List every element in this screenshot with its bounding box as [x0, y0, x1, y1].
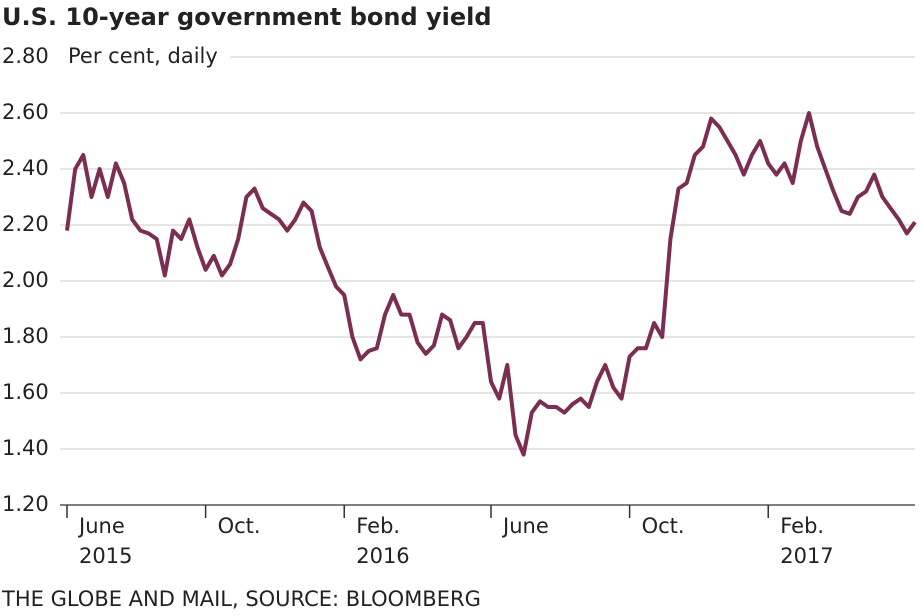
y-tick-label: 1.20 [2, 492, 49, 516]
x-tick-year: 2015 [79, 544, 132, 568]
y-tick-label: 1.80 [2, 324, 49, 348]
y-tick-label: 2.80 [2, 44, 49, 68]
chart-title: U.S. 10-year government bond yield [2, 3, 492, 31]
y-axis-label: Per cent, daily [68, 44, 218, 68]
y-tick-label: 2.60 [2, 100, 49, 124]
series-line [65, 111, 917, 457]
x-tick-label: June [77, 514, 125, 538]
x-tick-year: 2016 [356, 544, 409, 568]
x-tick-label: Oct. [218, 514, 261, 538]
x-tick-label: Oct. [642, 514, 685, 538]
x-tick-year: 2017 [780, 544, 833, 568]
source: THE GLOBE AND MAIL, SOURCE: BLOOMBERG [1, 587, 481, 611]
x-tick-label: Feb. [356, 514, 400, 538]
y-tick-label: 2.00 [2, 268, 49, 292]
y-tick-label: 2.40 [2, 156, 49, 180]
y-tick-label: 2.20 [2, 212, 49, 236]
y-tick-label: 1.40 [2, 436, 49, 460]
x-tick-label: June [501, 514, 549, 538]
x-tick-label: Feb. [780, 514, 824, 538]
y-tick-label: 1.60 [2, 380, 49, 404]
